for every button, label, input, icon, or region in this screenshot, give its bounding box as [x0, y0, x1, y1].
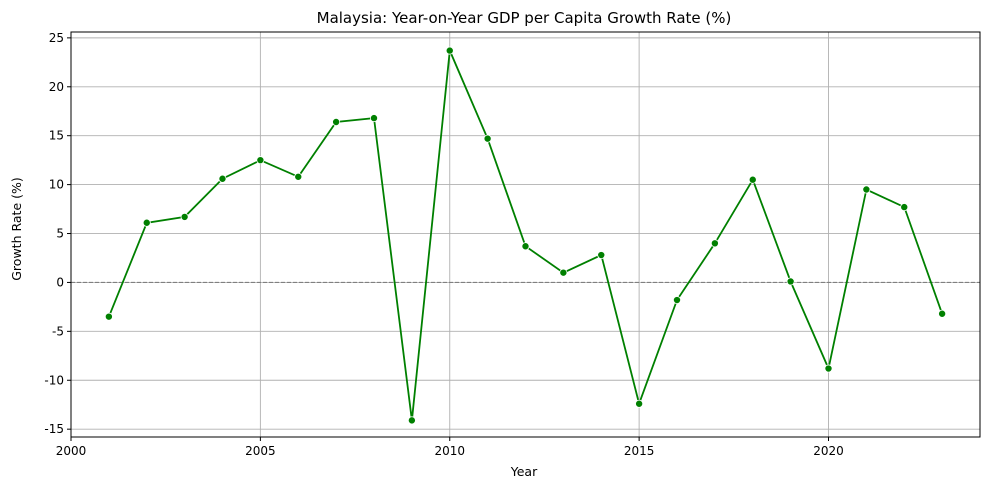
y-tick-label-0: 0	[56, 275, 64, 289]
data-point-2001	[104, 312, 113, 321]
axis-ticks: 2000 2005 2010 2015 2020 -15 -10 -5 0 5 10 15 20 25	[44, 31, 843, 458]
data-point-2008	[369, 114, 378, 123]
data-point-2023	[938, 309, 947, 318]
data-point-2005	[256, 156, 265, 165]
data-point-2004	[218, 174, 227, 183]
data-point-2021	[862, 185, 871, 194]
plot-frame	[70, 31, 981, 438]
y-axis-label: Growth Rate (%)	[9, 177, 24, 281]
y-tick-label--15: -15	[44, 422, 64, 436]
x-tick-label-2015: 2015	[624, 444, 655, 458]
data-point-2002	[142, 218, 151, 227]
y-tick-label--10: -10	[44, 373, 64, 387]
data-point-2007	[332, 118, 341, 127]
y-tick-label-20: 20	[49, 80, 64, 94]
data-point-2018	[748, 175, 757, 184]
data-point-2019	[786, 277, 795, 286]
data-point-2010	[445, 46, 454, 55]
data-point-2014	[597, 251, 606, 260]
y-tick-label-10: 10	[49, 178, 64, 192]
data-point-2013	[559, 268, 568, 277]
data-point-2020	[824, 364, 833, 373]
data-point-2012	[521, 242, 530, 251]
series-layer	[104, 46, 947, 425]
x-tick-label-2005: 2005	[245, 444, 276, 458]
data-point-2003	[180, 212, 189, 221]
x-tick-label-2020: 2020	[813, 444, 844, 458]
grid	[70, 32, 980, 437]
data-point-2015	[635, 399, 644, 408]
data-point-2022	[900, 203, 909, 212]
x-tick-label-2010: 2010	[434, 444, 465, 458]
y-tick-label-25: 25	[49, 31, 64, 45]
data-point-2009	[407, 416, 416, 425]
y-tick-label-5: 5	[56, 227, 64, 241]
x-tick-label-2000: 2000	[56, 444, 87, 458]
chart-title: Malaysia: Year-on-Year GDP per Capita Gr…	[317, 9, 732, 27]
data-point-2016	[673, 296, 682, 305]
data-point-2006	[294, 172, 303, 181]
x-axis-label: Year	[510, 464, 538, 479]
data-point-2011	[483, 134, 492, 143]
series-line-0	[108, 47, 943, 421]
data-point-2017	[710, 239, 719, 248]
y-tick-label--5: -5	[52, 324, 64, 338]
y-tick-label-15: 15	[49, 129, 64, 143]
